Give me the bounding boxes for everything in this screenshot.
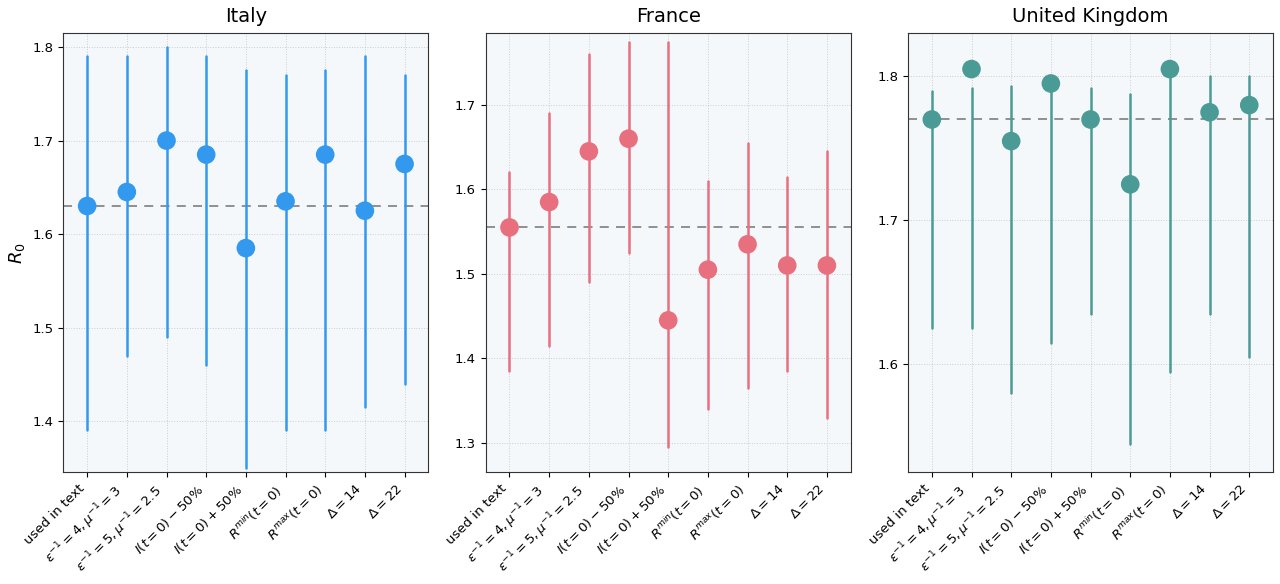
Point bbox=[618, 134, 639, 143]
Point bbox=[315, 150, 335, 159]
Title: Italy: Italy bbox=[225, 7, 268, 26]
Point bbox=[737, 239, 758, 249]
Point bbox=[698, 265, 718, 274]
Title: France: France bbox=[636, 7, 700, 26]
Point bbox=[1239, 100, 1260, 110]
Point bbox=[236, 244, 256, 253]
Y-axis label: $R_0$: $R_0$ bbox=[6, 242, 27, 263]
Point bbox=[539, 197, 559, 207]
Point bbox=[817, 261, 837, 270]
Point bbox=[961, 64, 982, 74]
Point bbox=[116, 187, 137, 197]
Point bbox=[1080, 115, 1101, 124]
Point bbox=[355, 206, 375, 215]
Point bbox=[658, 316, 678, 325]
Point bbox=[1199, 107, 1220, 117]
Point bbox=[777, 261, 797, 270]
Point bbox=[196, 150, 216, 159]
Title: United Kingdom: United Kingdom bbox=[1012, 7, 1169, 26]
Point bbox=[1120, 180, 1140, 189]
Point bbox=[579, 147, 599, 156]
Point bbox=[275, 197, 296, 206]
Point bbox=[394, 159, 415, 169]
Point bbox=[499, 223, 520, 232]
Point bbox=[77, 201, 97, 211]
Point bbox=[1041, 79, 1061, 88]
Point bbox=[156, 136, 177, 145]
Point bbox=[922, 115, 942, 124]
Point bbox=[1001, 137, 1021, 146]
Point bbox=[1160, 64, 1180, 74]
